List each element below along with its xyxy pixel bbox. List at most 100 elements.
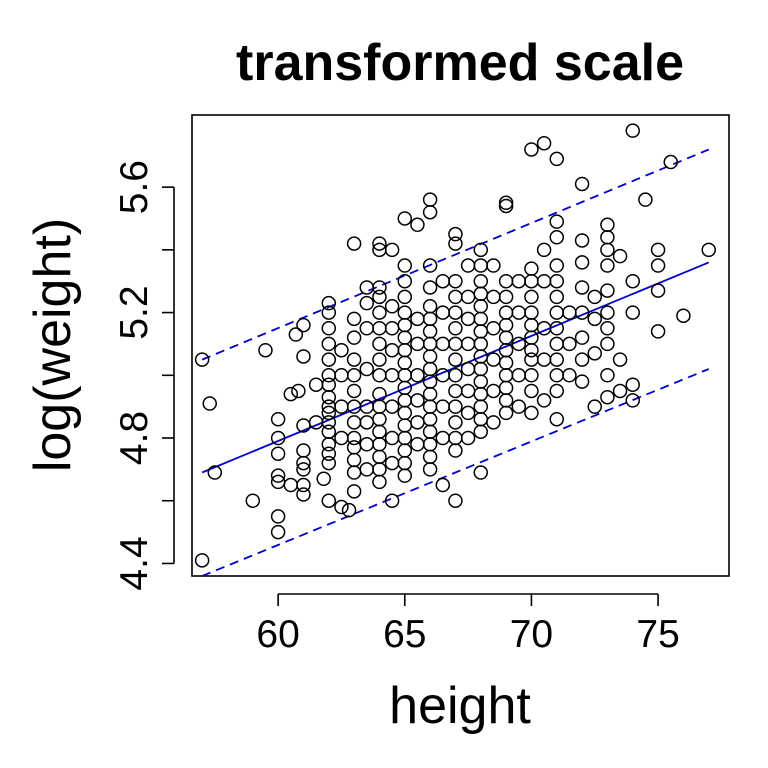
data-point xyxy=(372,449,387,465)
data-point xyxy=(270,430,286,446)
data-point xyxy=(600,217,615,233)
data-point xyxy=(422,192,438,207)
data-point xyxy=(341,502,357,518)
data-point xyxy=(574,255,590,270)
data-point xyxy=(422,280,438,295)
data-point xyxy=(372,424,387,439)
data-point xyxy=(460,289,476,305)
data-point xyxy=(524,273,539,289)
data-point xyxy=(536,393,552,408)
data-point xyxy=(384,342,400,358)
data-point xyxy=(473,311,489,327)
data-point xyxy=(321,424,337,439)
data-point xyxy=(486,289,501,305)
data-point xyxy=(372,352,387,367)
data-point xyxy=(448,493,463,508)
x-tick-label: 65 xyxy=(383,613,426,656)
data-point xyxy=(448,430,463,446)
data-point xyxy=(372,437,387,452)
data-point xyxy=(448,352,463,367)
data-point xyxy=(549,289,565,305)
data-point xyxy=(422,361,438,377)
data-point xyxy=(346,311,362,327)
data-point xyxy=(473,299,489,314)
data-point xyxy=(321,405,337,421)
data-point xyxy=(498,393,514,408)
data-point xyxy=(574,330,590,345)
data-point xyxy=(422,411,438,427)
data-point xyxy=(473,465,489,480)
data-point xyxy=(334,499,349,515)
data-point xyxy=(296,443,311,458)
data-point xyxy=(397,289,413,305)
data-point xyxy=(524,289,539,305)
data-point xyxy=(283,477,299,493)
data-point xyxy=(600,258,615,273)
data-point xyxy=(460,336,476,352)
data-point xyxy=(498,380,514,396)
data-point xyxy=(410,393,425,408)
data-point xyxy=(334,430,349,446)
data-point xyxy=(498,289,514,305)
data-point xyxy=(270,411,286,427)
data-point xyxy=(625,377,640,392)
data-point xyxy=(384,242,400,258)
data-point xyxy=(321,493,337,508)
data-point xyxy=(291,383,306,399)
data-point xyxy=(473,386,489,402)
data-point xyxy=(245,493,261,508)
data-point xyxy=(549,305,565,320)
data-point xyxy=(562,368,577,383)
data-point xyxy=(448,399,463,414)
data-point xyxy=(422,336,438,352)
data-point xyxy=(397,211,413,226)
fit-line xyxy=(201,261,710,474)
data-point xyxy=(207,465,223,480)
data-point xyxy=(422,386,438,402)
data-point xyxy=(194,553,210,568)
data-point xyxy=(270,446,286,461)
data-point xyxy=(435,399,451,414)
data-point xyxy=(638,192,653,207)
data-point xyxy=(422,204,438,220)
data-point xyxy=(372,368,387,383)
data-point xyxy=(422,399,438,414)
data-point xyxy=(574,305,590,320)
data-point xyxy=(397,355,413,370)
data-point xyxy=(473,336,489,352)
data-point xyxy=(486,415,501,430)
data-point xyxy=(422,258,438,273)
data-point xyxy=(612,248,628,264)
data-point xyxy=(202,396,217,411)
y-tick-label: 5.6 xyxy=(113,160,156,214)
data-point xyxy=(283,386,299,402)
data-point xyxy=(422,449,438,465)
data-point xyxy=(321,389,337,405)
data-point xyxy=(549,321,565,336)
data-point xyxy=(460,258,476,273)
fit-lines xyxy=(201,148,710,577)
data-point xyxy=(600,283,615,298)
data-point xyxy=(574,374,590,389)
data-point xyxy=(422,299,438,314)
data-point xyxy=(397,368,413,383)
data-point xyxy=(321,437,337,452)
data-point xyxy=(524,261,539,276)
data-point xyxy=(460,383,476,399)
x-tick-label: 75 xyxy=(636,613,679,656)
data-point xyxy=(308,377,324,392)
data-point xyxy=(524,368,539,383)
data-point xyxy=(536,135,552,151)
data-point xyxy=(549,352,565,367)
data-point xyxy=(549,383,565,399)
data-point xyxy=(397,258,413,273)
data-point xyxy=(384,299,400,314)
data-point xyxy=(359,437,375,452)
data-point xyxy=(384,399,400,414)
data-point xyxy=(270,468,286,483)
data-point xyxy=(587,346,602,361)
data-point xyxy=(650,324,666,339)
data-point xyxy=(448,443,463,458)
data-point xyxy=(397,305,413,320)
